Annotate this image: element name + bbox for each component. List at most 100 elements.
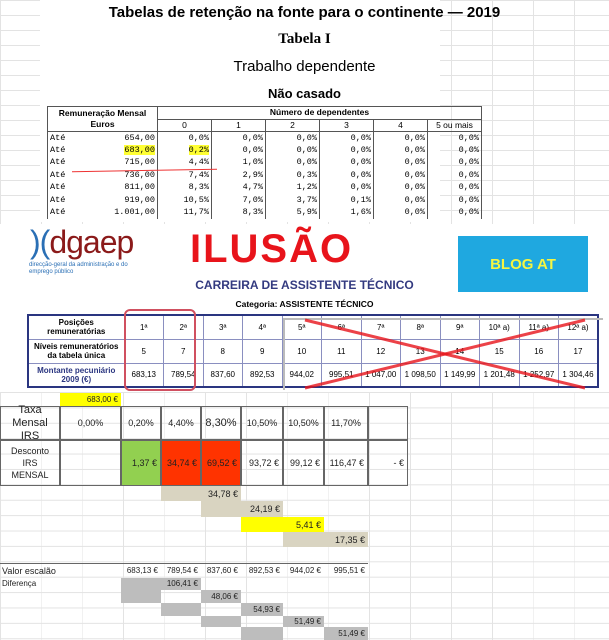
page-title: Tabelas de retenção na fonte para o cont… [108,4,501,21]
rate-cell: 0,0% [319,131,374,144]
rate-cell: 7,4% [157,169,212,182]
dep-col-header: 2 [265,118,320,132]
diferenca-label[interactable]: Diferença [2,579,37,588]
dep-col-header: 4 [373,118,428,132]
rate-cell: 0,0% [427,194,482,207]
dep-col-header: 5 ou mais [427,118,482,132]
rate-cell: 3,7% [265,194,320,207]
gray-frame [283,318,603,390]
rate-cell: 1,6% [319,206,374,219]
reference-value[interactable]: 683,00 € [60,393,121,406]
row-label: Posições remuneratórias [27,314,125,340]
row-label: Até [46,181,90,194]
diff-cell[interactable]: 34,78 € [161,486,241,501]
rate-cell: 0,2% [157,144,212,157]
diferenca-cell[interactable]: 48,06 € [201,590,241,603]
row-label: Até [46,194,90,207]
diferenca-cell[interactable]: 51,49 € [283,616,324,627]
desconto-cell[interactable]: - € [368,440,408,486]
diff-gray[interactable] [201,616,241,627]
career-cell: 995,51 [321,362,362,388]
diff-cell[interactable]: 24,19 € [201,501,283,517]
row-value: 654,00 [89,131,158,144]
career-title: CARREIRA DE ASSISTENTE TÉCNICO [195,278,414,292]
diff-cell[interactable]: 5,41 € [241,517,324,532]
career-cell: 9 [242,338,283,364]
dep-col-header: 1 [211,118,266,132]
career-row: Posições remuneratórias 1ª 2ª 3ª 4ª 5ª 6ª 7ª 8ª 9… [27,314,599,340]
diferenca-cell[interactable]: 106,41 € [161,578,201,590]
diferenca-cell[interactable]: 54,93 € [241,603,283,616]
taxa-cell[interactable]: 10,50% [241,406,283,440]
rate-cell: 0,0% [319,181,374,194]
table-row: Até 811,00 8,3% 4,7% 1,2% 0,0% 0,0% 0,0% [46,181,482,194]
row-label: Até [46,169,90,182]
taxa-cell[interactable]: 0,00% [60,406,121,440]
taxa-cell[interactable]: 11,70% [324,406,368,440]
valor-cell[interactable]: 944,02 € [283,563,324,578]
diff-cell[interactable]: 17,35 € [283,532,368,547]
desconto-cell[interactable] [60,440,121,486]
career-cell: 10 [281,338,322,364]
career-table: Posições remuneratórias 1ª 2ª 3ª 4ª 5ª 6ª 7ª 8ª 9… [27,314,599,388]
row-value: 1.001,00 [89,206,158,219]
taxa-label[interactable]: Taxa Mensal IRS [0,404,60,442]
row-value: 715,00 [89,156,158,169]
rate-cell: 7,0% [211,194,266,207]
valor-label[interactable]: Valor escalão [0,563,121,578]
rate-cell: 11,7% [157,206,212,219]
rate-cell: 0,0% [265,144,320,157]
rate-cell: 0,0% [427,206,482,219]
diff-gray[interactable] [241,627,283,640]
rate-cell: 0,0% [373,181,428,194]
career-cell: 2ª [163,314,204,340]
diff-gray[interactable] [161,603,201,616]
desconto-cell[interactable]: 34,74 € [161,440,201,486]
desconto-cell[interactable]: 99,12 € [283,440,324,486]
ilusao-stamp: ILUSÃO [190,227,354,271]
valor-cell[interactable]: 892,53 € [241,563,283,578]
taxa-cell[interactable]: 10,50% [283,406,324,440]
career-cell: 4ª [242,314,283,340]
rate-cell: 8,3% [157,181,212,194]
desconto-cell[interactable]: 69,52 € [201,440,241,486]
rate-cell: 1,0% [211,156,266,169]
rate-cell: 0,0% [427,131,482,144]
diff-gray[interactable] [121,590,161,603]
desconto-label[interactable]: Desconto IRS MENSAL [0,440,60,486]
valor-cell[interactable]: 837,60 € [201,563,241,578]
rate-cell: 0,0% [373,156,428,169]
desconto-cell[interactable]: 1,37 € [121,440,161,486]
desconto-cell[interactable]: 93,72 € [241,440,283,486]
row-label: Montante pecuniário 2009 (€) [27,362,125,388]
taxa-cell[interactable]: 4,40% [161,406,201,440]
valor-cell[interactable]: 995,51 € [324,563,368,578]
rate-cell: 4,7% [211,181,266,194]
valor-cell[interactable]: 683,13 € [121,563,161,578]
logo-subtitle: direcção-geral da administração e do emp… [29,262,128,275]
highlight-box [124,309,196,391]
rate-cell: 0,0% [373,144,428,157]
rate-cell: 0,0% [319,144,374,157]
rate-cell: 0,0% [373,206,428,219]
irs-table: Remuneração Mensal Euros Número de depend… [46,106,482,219]
diferenca-cell[interactable]: 51,49 € [324,627,368,640]
row-value: 683,00 [89,144,158,157]
career-cell: 17 [558,338,599,364]
valor-cell[interactable]: 789,54 € [161,563,201,578]
career-cell: 1 098,50 [400,362,441,388]
diff-gray[interactable] [121,578,161,590]
rate-cell: 0,3% [265,169,320,182]
rate-cell: 0,1% [319,194,374,207]
desconto-cell[interactable]: 116,47 € [324,440,368,486]
table-row: Até 736,00 7,4% 2,9% 0,3% 0,0% 0,0% 0,0% [46,169,482,182]
row-value: 811,00 [89,181,158,194]
taxa-cell[interactable]: 8,30% [201,406,241,440]
taxa-cell[interactable] [368,406,408,440]
taxa-cell[interactable]: 0,20% [121,406,161,440]
rate-cell: 5,9% [265,206,320,219]
row-label: Níveis remuneratórios da tabela única [27,338,125,364]
rate-cell: 2,9% [211,169,266,182]
career-cell: 944,02 [281,362,322,388]
career-cell: 789,54 [163,362,204,388]
